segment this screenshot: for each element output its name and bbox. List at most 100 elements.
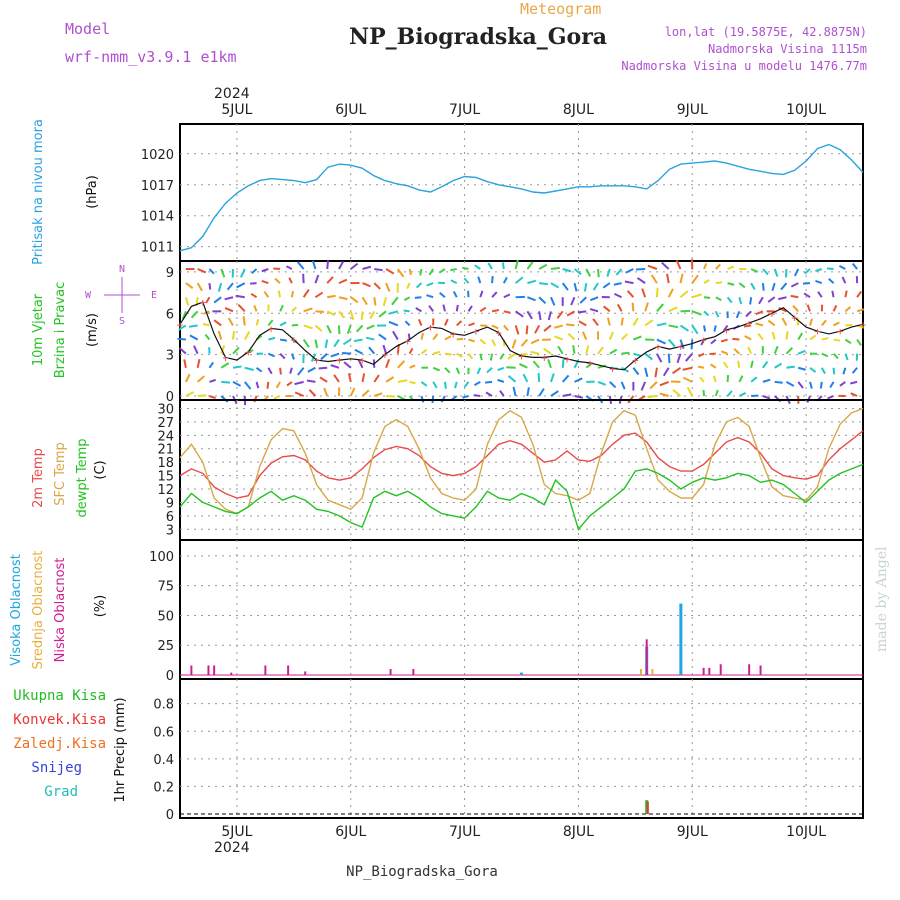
wind-barb (178, 324, 187, 331)
temp-ylabel-2m: 2m Temp (31, 448, 46, 508)
wind-barb (326, 276, 334, 284)
wind-barb (656, 353, 663, 363)
wind-barb (385, 268, 395, 275)
wind-barb (527, 296, 536, 302)
wind-barb (185, 391, 194, 397)
wind-barb (491, 291, 498, 298)
wind-barb (647, 395, 658, 399)
wind-barb (350, 296, 359, 304)
wind-barb (426, 294, 434, 299)
x-tick-top-9jul: 9JUL (677, 102, 708, 118)
wind-barb (828, 278, 835, 284)
wind-barb (815, 279, 823, 285)
wind-barb (294, 380, 304, 386)
wind-barb (771, 282, 776, 292)
wind-barb (302, 288, 310, 298)
wind-barb (296, 261, 305, 270)
wind-barb (326, 310, 336, 317)
precip-bar-1 (646, 801, 649, 814)
wind-barb (565, 323, 575, 327)
wind-barb (620, 381, 626, 390)
wind-barb (722, 324, 729, 332)
wind-barb (463, 277, 470, 284)
wind-barb (227, 317, 234, 326)
wind-barb (197, 268, 207, 274)
precip-ytick-label: 0 (166, 808, 174, 823)
wind-ylabel-1: 10m Vjetar (31, 293, 46, 366)
wind-barb (444, 335, 452, 341)
wind-barb (266, 381, 270, 389)
wind-barb (659, 380, 670, 387)
wind-barb (745, 310, 752, 318)
wind-barb (491, 339, 497, 347)
wind-barb (226, 282, 234, 291)
wind-panel: 0 3 6 9 + + + + + + + + + + + + + + + + + + + + + + + + + + + + + + + N W E S (85, 259, 867, 406)
wind-barb (654, 367, 658, 378)
model-name: wrf-nmm_v3.9.1 e1km (65, 48, 237, 66)
wind-barb (632, 367, 640, 376)
wind-barb (279, 321, 287, 327)
precip-ytick-label: 0.6 (153, 725, 174, 740)
wind-barb (499, 353, 505, 360)
wind-barb (418, 318, 423, 326)
wind-barb (333, 338, 340, 348)
wind-barb (749, 297, 753, 305)
wind-speed-point: + (564, 353, 571, 366)
wind-ytick-label: 3 (166, 349, 174, 364)
station-title: NP_Biogradska_Gora (349, 24, 607, 50)
wind-barb (361, 373, 366, 383)
wind-barb (613, 282, 622, 286)
wind-barb (208, 361, 214, 369)
wind-barb (767, 296, 776, 303)
wind-barb (386, 395, 396, 398)
precip-legend-2: Zaledj.Kisa (13, 736, 106, 752)
temp-ylabel-dewpt: dewpt Temp (75, 438, 90, 517)
wind-barb (438, 268, 446, 274)
wind-barb (850, 392, 858, 397)
wind-barb (632, 317, 639, 326)
wind-barb (432, 366, 441, 372)
wind-barb (338, 310, 346, 319)
wind-barb (615, 268, 623, 276)
wind-barb (667, 288, 674, 298)
wind-barb (750, 268, 759, 273)
wind-barb (574, 377, 583, 383)
wind-barb (644, 352, 653, 361)
wind-barb (255, 381, 260, 389)
wind-barb (450, 279, 458, 285)
x-tick-bottom-7jul: 7JUL (449, 824, 480, 840)
wind-barb (311, 260, 317, 270)
wind-barb (676, 353, 682, 364)
wind-barb (428, 268, 435, 276)
wind-barb (308, 389, 317, 397)
wind-barb (590, 296, 599, 302)
wind-barb (327, 294, 336, 299)
wind-barb (755, 322, 764, 327)
wind-barb (307, 366, 316, 373)
wind-barb (809, 381, 813, 389)
wind-barb (602, 282, 611, 289)
wind-barb (196, 282, 203, 292)
wind-barb (456, 337, 464, 341)
wind-barb (519, 363, 528, 369)
wind-barb (279, 338, 287, 342)
wind-barb (797, 366, 806, 371)
wind-barb (691, 293, 702, 299)
wind-barb (491, 324, 499, 330)
wind-barb (455, 304, 459, 312)
compass-w: W (85, 290, 92, 301)
wind-barb (185, 282, 194, 290)
wind-barb (268, 336, 276, 341)
wind-barb (821, 352, 829, 358)
compass-e: E (151, 290, 157, 301)
x-tick-top-7jul: 7JUL (449, 102, 480, 118)
wind-barb (833, 338, 841, 342)
wind-barb (780, 282, 788, 291)
wind-barb (522, 373, 529, 383)
cloud-ylabel-srednja: Srednja Oblacnost (31, 551, 46, 670)
wind-barb (844, 290, 848, 298)
temperature-ytick-label: 3 (166, 523, 174, 538)
x-tick-top-10jul: 10JUL (786, 102, 826, 118)
wind-barb (662, 367, 670, 377)
wind-speed-point: + (655, 340, 662, 353)
